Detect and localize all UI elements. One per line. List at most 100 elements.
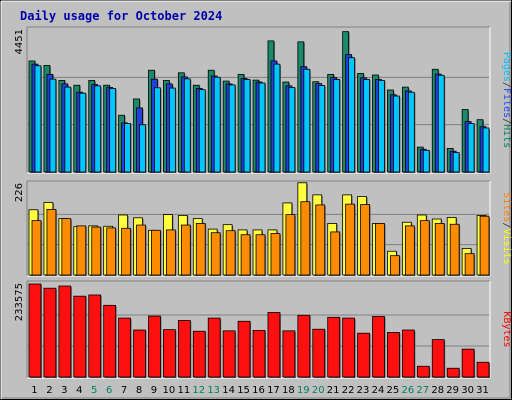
bar-pages-day-26 [407,91,415,173]
bar-kbytes-day-3 [58,285,72,378]
bar-sites-day-25 [390,255,400,276]
bar-sites-day-28 [434,223,445,276]
x-tick-label: 5 [91,385,97,396]
x-tick-label: 2 [46,385,52,396]
bar-pages-day-20 [318,85,326,173]
bar-sites-day-27 [419,220,430,276]
bar-pages-day-4 [79,92,87,173]
bar-kbytes-day-15 [237,320,251,378]
bar-sites-day-13 [210,232,221,276]
bar-pages-day-14 [228,84,236,173]
x-tick-label: 21 [327,385,340,396]
x-tick-label: 18 [282,385,295,396]
legend-entry: Visits [501,229,512,265]
x-tick-label: 30 [461,385,474,396]
bar-sites-day-7 [121,227,131,276]
bar-pages-day-2 [49,78,57,173]
legend-entry: / [501,222,512,228]
bar-kbytes-day-12 [192,330,206,378]
bar-kbytes-day-28 [431,339,445,378]
legend-entry: Hits [501,124,512,148]
bar-kbytes-day-21 [327,316,341,378]
bar-sites-day-8 [136,224,146,276]
bar-sites-day-26 [404,225,415,276]
bar-kbytes-day-4 [73,295,87,378]
bar-pages-day-8 [139,124,146,173]
bar-sites-day-21 [330,231,341,276]
x-tick-label: 1 [31,385,37,396]
bar-pages-day-6 [109,88,117,173]
bar-kbytes-day-30 [461,348,475,378]
bar-kbytes-day-11 [177,320,191,378]
bar-pages-day-31 [482,127,490,173]
x-tick-label: 16 [252,385,265,396]
x-tick-label: 20 [312,385,325,396]
bar-pages-day-23 [363,79,370,173]
bar-sites-day-30 [464,253,475,276]
bar-pages-day-9 [154,87,161,173]
y-max-label: 226 [14,183,25,202]
x-tick-label: 29 [446,385,459,396]
bar-sites-day-6 [106,227,117,276]
x-tick-label: 11 [177,385,190,396]
x-tick-label: 31 [476,385,489,396]
bar-sites-day-5 [91,226,102,276]
bar-kbytes-day-16 [252,330,266,378]
bar-kbytes-day-6 [103,304,117,378]
x-tick-label: 13 [207,385,220,396]
bar-kbytes-day-27 [416,365,430,378]
x-tick-label: 26 [401,385,414,396]
bar-kbytes-day-2 [43,287,57,378]
bar-kbytes-day-14 [222,330,236,378]
bar-pages-day-10 [169,87,176,173]
bar-pages-day-24 [378,80,385,173]
bar-pages-day-7 [124,123,131,173]
legend-hits-files-pages: Pages/Files/Hits [501,52,512,148]
chart-title: Daily usage for October 2024 [20,9,222,23]
x-tick-label: 10 [163,385,176,396]
bar-pages-day-3 [64,86,72,173]
x-tick-label: 23 [357,385,370,396]
bar-kbytes-day-24 [372,316,385,378]
x-tick-label: 17 [267,385,280,396]
bar-sites-day-18 [285,214,296,276]
bar-kbytes-day-5 [88,294,102,378]
bar-kbytes-day-18 [282,330,296,378]
bar-sites-day-24 [375,223,385,276]
bar-pages-day-18 [288,87,296,173]
bar-sites-day-14 [225,230,236,276]
legend-entry: Files [501,88,512,118]
x-tick-label: 27 [416,385,429,396]
bar-kbytes-day-23 [357,332,370,378]
bar-pages-day-12 [198,89,206,173]
x-tick-label: 8 [136,385,142,396]
bar-pages-day-25 [393,95,400,173]
bar-kbytes-day-20 [312,328,326,378]
bar-sites-day-16 [255,234,266,276]
bar-pages-day-1 [34,65,42,173]
legend-entry: KBytes [501,311,512,347]
bar-kbytes-day-9 [148,315,161,378]
bar-kbytes-day-22 [342,317,355,378]
bar-sites-day-17 [270,233,281,276]
bar-sites-day-10 [166,229,176,276]
bar-kbytes-day-17 [267,312,281,378]
y-max-label: 233575 [14,283,25,321]
x-tick-label: 28 [431,385,444,396]
bar-pages-day-29 [452,152,460,173]
x-tick-label: 22 [342,385,355,396]
bar-kbytes-day-13 [207,317,221,378]
bar-pages-day-5 [94,85,102,173]
x-tick-label: 3 [61,385,67,396]
x-tick-label: 15 [237,385,250,396]
bar-sites-day-23 [360,204,370,276]
bar-sites-day-19 [300,201,311,276]
x-tick-label: 19 [297,385,310,396]
bar-pages-day-19 [303,68,311,173]
x-tick-label: 9 [151,385,157,396]
legend-entry: / [501,82,512,88]
x-tick-label: 12 [192,385,205,396]
bar-kbytes-day-8 [133,329,146,378]
